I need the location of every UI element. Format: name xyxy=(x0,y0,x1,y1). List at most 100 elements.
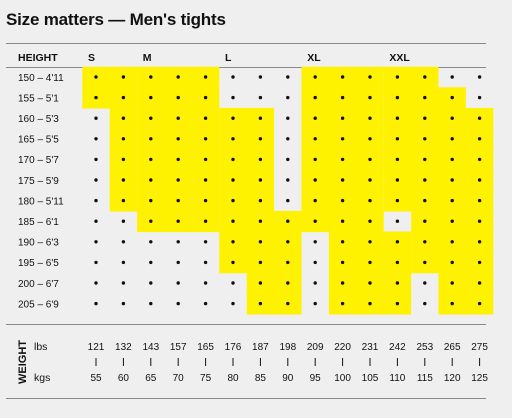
grid-dot xyxy=(94,137,98,141)
size-region-l xyxy=(219,169,275,191)
unit-lbs: lbs xyxy=(34,341,47,353)
grid-dot xyxy=(149,260,153,265)
grid-dot xyxy=(286,137,290,141)
grid-dot xyxy=(340,137,345,141)
grid-dot xyxy=(149,178,153,182)
grid-dot xyxy=(313,116,317,120)
grid-dot xyxy=(395,281,400,285)
grid-dot xyxy=(313,219,317,223)
kgs-value: 100 xyxy=(334,373,351,384)
grid-dot xyxy=(258,281,263,285)
grid-dot xyxy=(313,281,317,285)
grid-bottom-rule xyxy=(6,324,486,325)
grid-dot xyxy=(203,219,208,223)
lbs-value: 176 xyxy=(225,342,242,353)
grid-dot xyxy=(286,281,290,285)
grid-dot xyxy=(423,95,427,100)
grid-dot xyxy=(258,260,263,265)
grid-dot xyxy=(176,95,180,100)
grid-dot xyxy=(450,198,454,203)
grid-dot xyxy=(450,260,454,265)
lbs-value: 265 xyxy=(444,342,461,353)
grid-dot xyxy=(340,157,345,162)
grid-dot xyxy=(368,95,372,100)
grid-dot xyxy=(203,75,208,79)
grid-dot xyxy=(258,178,263,182)
grid-dot xyxy=(258,137,263,141)
grid-dot xyxy=(477,75,482,79)
grid-dot xyxy=(477,157,482,162)
height-row-label: 175 – 5'9 xyxy=(18,176,59,187)
grid-dot xyxy=(203,95,208,100)
size-region-l xyxy=(219,107,275,130)
grid-dot xyxy=(477,281,482,285)
size-region-s xyxy=(82,87,138,109)
lbs-value: 165 xyxy=(197,342,214,353)
grid-dot xyxy=(231,178,235,182)
grid-dot xyxy=(368,137,372,141)
grid-dot xyxy=(423,240,427,244)
grid-dot xyxy=(368,157,372,162)
grid-dot xyxy=(368,281,372,285)
grid-dot xyxy=(423,137,427,141)
grid-dot xyxy=(368,75,372,79)
size-region-xxl xyxy=(438,293,494,315)
weight-label: WEIGHT xyxy=(17,340,29,384)
grid-dot xyxy=(477,301,482,306)
grid-dot xyxy=(395,116,400,120)
lbs-value: 157 xyxy=(170,342,187,353)
grid-dot xyxy=(94,219,98,223)
grid-dot xyxy=(313,75,317,79)
grid-dot xyxy=(258,116,263,120)
grid-dot xyxy=(149,219,153,223)
kgs-value: 120 xyxy=(444,373,461,384)
height-row-label: 195 – 6'5 xyxy=(18,258,59,269)
grid-dot xyxy=(423,178,427,182)
grid-dot xyxy=(450,301,454,306)
grid-dot xyxy=(149,157,153,162)
grid-dot xyxy=(121,281,126,285)
grid-dot xyxy=(477,116,482,120)
grid-dot xyxy=(149,198,153,203)
grid-dot xyxy=(313,260,317,265)
chart-title: Size matters — Men's tights xyxy=(6,10,226,29)
lbs-value: 253 xyxy=(416,342,433,353)
grid-dot xyxy=(94,301,98,306)
grid-dot xyxy=(149,95,153,100)
grid-dot xyxy=(176,260,180,265)
grid-dot xyxy=(286,157,290,162)
grid-dot xyxy=(176,157,180,162)
grid-dot xyxy=(121,75,126,79)
grid-dot xyxy=(286,260,290,265)
grid-dot xyxy=(450,95,454,100)
height-row-label: 185 – 6'1 xyxy=(18,217,59,228)
grid-dot xyxy=(368,198,372,203)
grid-dot xyxy=(203,157,208,162)
grid-dot xyxy=(368,178,372,182)
grid-dot xyxy=(94,198,98,203)
top-rule xyxy=(6,43,486,44)
grid-dot xyxy=(313,157,317,162)
size-region-xxl xyxy=(383,190,494,212)
lbs-value: 275 xyxy=(471,342,488,353)
grid-dot xyxy=(94,260,98,265)
height-row-label: 180 – 5'11 xyxy=(18,196,64,207)
grid-dot xyxy=(423,301,427,306)
height-row-label: 150 – 4'11 xyxy=(18,73,64,84)
grid-dot xyxy=(286,219,290,223)
grid-dot xyxy=(368,301,372,306)
kgs-value: 105 xyxy=(362,373,379,384)
lbs-value: 187 xyxy=(252,342,269,353)
grid-dot xyxy=(395,95,400,100)
height-header: HEIGHT xyxy=(18,52,58,64)
grid-dot xyxy=(121,116,126,120)
grid-dot xyxy=(149,75,153,79)
grid-dot xyxy=(121,157,126,162)
grid-dot xyxy=(286,75,290,79)
grid-dot xyxy=(395,219,400,223)
grid-dot xyxy=(313,178,317,182)
axis-labels: HEIGHT S M L XL XXL 150 – 4'11 155 – 5'1 160 – 5… xyxy=(17,52,488,384)
lbs-value: 231 xyxy=(362,342,379,353)
grid-dot xyxy=(94,116,98,120)
